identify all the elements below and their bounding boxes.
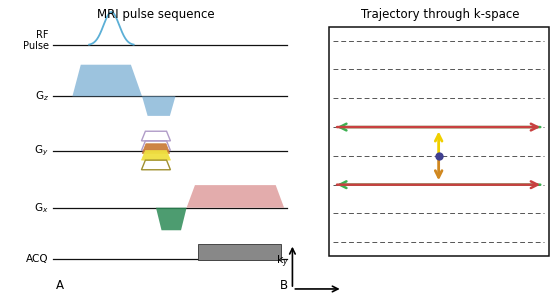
Polygon shape [72,65,142,96]
Polygon shape [141,150,170,160]
Text: G$_y$: G$_y$ [34,143,49,158]
Text: Trajectory through k-space: Trajectory through k-space [361,8,519,20]
Text: G$_z$: G$_z$ [35,89,49,103]
Polygon shape [187,185,284,208]
Bar [198,244,281,260]
Text: B: B [280,279,288,293]
Text: G$_x$: G$_x$ [34,201,49,215]
Text: RF
Pulse: RF Pulse [23,30,49,51]
Text: ACQ: ACQ [26,254,49,264]
Polygon shape [156,208,187,230]
Bar [329,27,549,256]
Text: MRI pulse sequence: MRI pulse sequence [97,8,215,20]
Text: A: A [56,279,63,293]
Text: k$_x$: k$_x$ [314,299,327,301]
Polygon shape [142,96,175,116]
Polygon shape [142,144,170,154]
Text: k$_y$: k$_y$ [276,254,290,270]
